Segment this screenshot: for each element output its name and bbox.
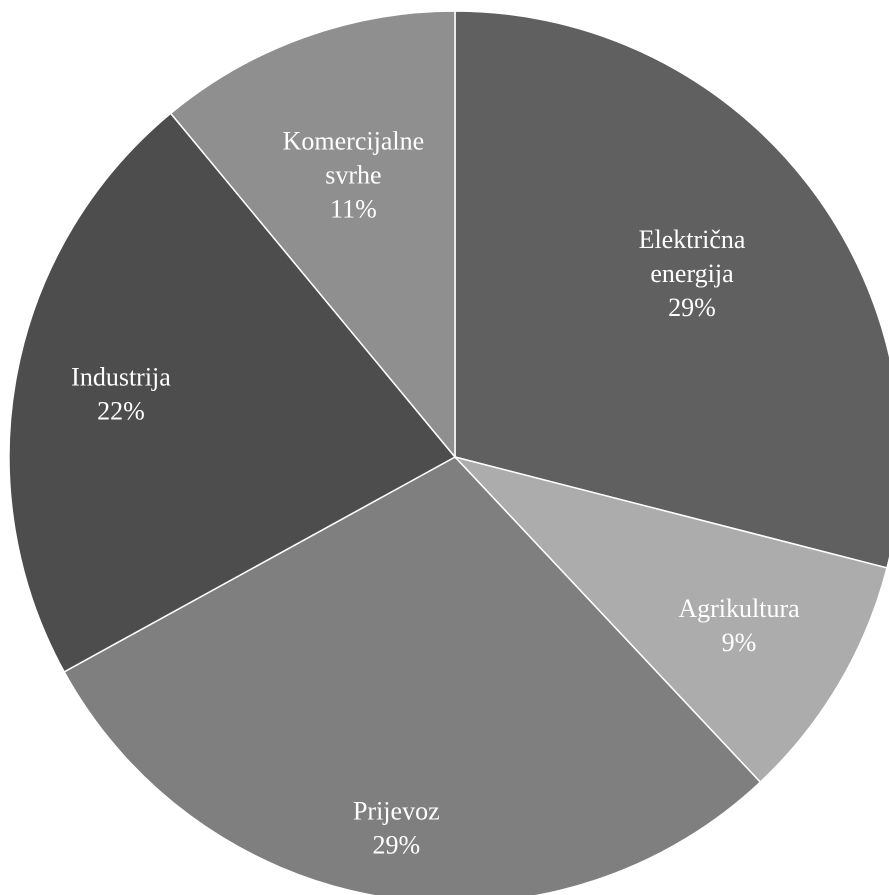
- pie-slice-komercijalne-svrhe: [169, 10, 456, 460]
- pie-label-name: Električna: [639, 225, 746, 254]
- pie-label-percent: 29%: [668, 293, 716, 322]
- pie-labels: Električna energija 29% Agrikultura 9% Prijev…: [71, 127, 800, 860]
- pie-slice-prijevoz: [63, 456, 762, 895]
- pie-label-percent: 22%: [97, 396, 145, 425]
- pie-label-name: Agrikultura: [678, 594, 800, 623]
- pie-label-agrikultura: Agrikultura 9%: [678, 594, 800, 657]
- pie-label-percent: 29%: [372, 830, 420, 859]
- pie-slice-industrija: [8, 112, 457, 673]
- pie-label-name: energija: [650, 259, 734, 288]
- pie-label-prijevoz: Prijevoz 29%: [353, 796, 440, 859]
- pie-label-name: svrhe: [325, 161, 381, 190]
- pie-slices: [8, 10, 889, 895]
- pie-label-komercijalne-svrhe: Komercijalne svrhe 11%: [283, 127, 425, 224]
- pie-label-industrija: Industrija 22%: [71, 362, 171, 425]
- pie-label-percent: 11%: [330, 195, 377, 224]
- pie-label-name: Komercijalne: [283, 127, 425, 156]
- pie-label-name: Industrija: [71, 362, 171, 391]
- pie-slice-agrikultura: [452, 455, 888, 784]
- pie-slice-elektricna-energija: [454, 10, 889, 569]
- pie-label-elektricna-energija: Električna energija 29%: [639, 225, 746, 322]
- pie-label-percent: 9%: [722, 628, 757, 657]
- pie-label-name: Prijevoz: [353, 796, 440, 825]
